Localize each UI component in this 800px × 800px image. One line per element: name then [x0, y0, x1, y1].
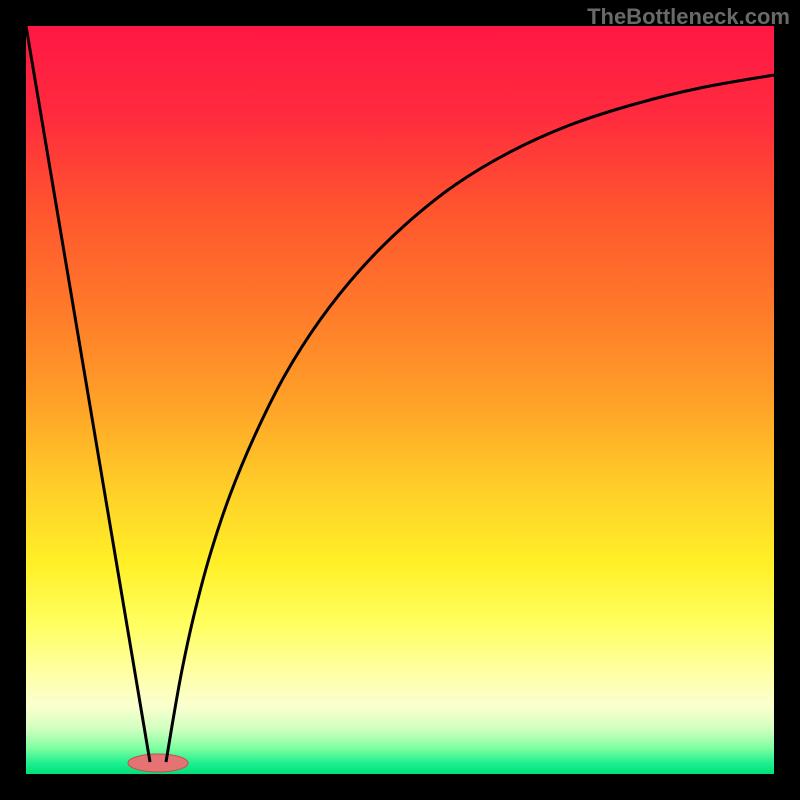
bottleneck-chart: TheBottleneck.com: [0, 0, 800, 800]
chart-svg: [0, 0, 800, 800]
optimal-marker: [128, 754, 188, 772]
chart-background: [26, 26, 774, 774]
